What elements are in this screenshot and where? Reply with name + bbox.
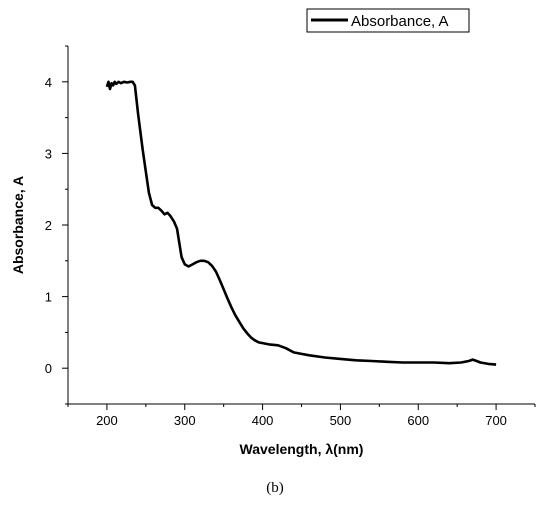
y-tick-label: 4	[45, 75, 52, 90]
x-ticks: 200 300 400 500 600 700	[67, 404, 536, 428]
y-tick-label: 2	[45, 218, 52, 233]
series-layer	[105, 80, 497, 366]
y-tick-label: 0	[45, 361, 52, 376]
y-tick-label: 3	[45, 146, 52, 161]
x-tick-label: 300	[174, 413, 196, 428]
x-tick-label: 200	[96, 413, 118, 428]
y-tick-label: 1	[45, 290, 52, 305]
x-tick-label: 400	[252, 413, 274, 428]
x-tick-label: 500	[330, 413, 352, 428]
legend-box	[306, 8, 470, 33]
legend: Absorbance, A	[306, 8, 470, 33]
x-tick-label: 600	[407, 413, 429, 428]
figure-caption: (b)	[266, 480, 284, 496]
y-ticks: 0 1 2 3 4	[45, 45, 68, 405]
legend-label: Absorbance, A	[351, 13, 449, 30]
y-axis-label: Absorbance, A	[10, 176, 26, 274]
x-axis-label: Wavelength, λ(nm)	[240, 441, 364, 457]
series-line-0	[105, 80, 497, 366]
axes	[67, 46, 535, 405]
x-tick-label: 700	[485, 413, 507, 428]
